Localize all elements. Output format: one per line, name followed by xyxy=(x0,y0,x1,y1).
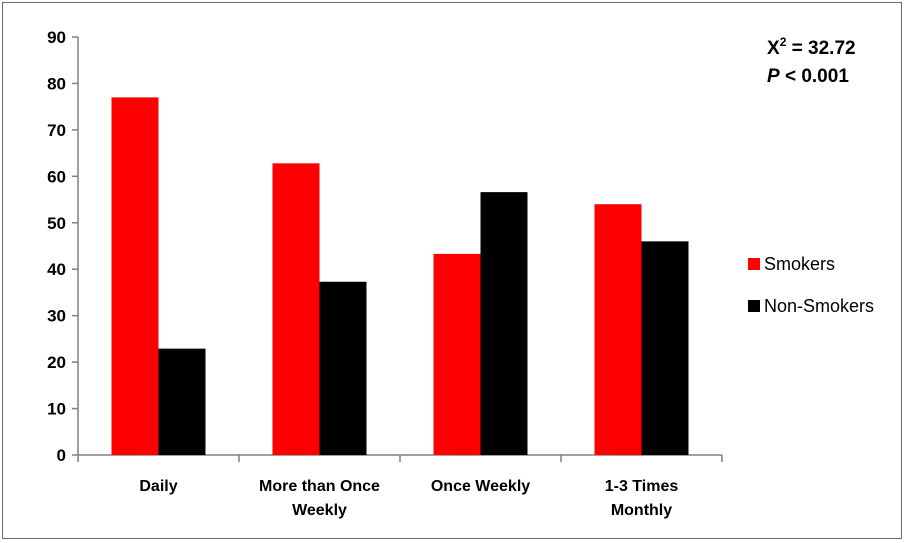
y-tick-label: 0 xyxy=(57,446,66,465)
p-value-annotation: P < 0.001 xyxy=(767,66,849,87)
y-tick-label: 10 xyxy=(47,400,66,419)
bar-smokers-1 xyxy=(272,163,320,455)
x-category-label: 1-3 Times xyxy=(605,478,679,495)
y-tick-label: 30 xyxy=(47,307,66,326)
y-tick-label: 50 xyxy=(47,214,66,233)
legend-swatch xyxy=(748,258,760,270)
bar-smokers-2 xyxy=(433,253,481,455)
chi-square-annotation: X2 = 32.72 xyxy=(767,35,856,59)
legend-swatch xyxy=(748,300,760,312)
x-category-label: Monthly xyxy=(611,502,672,519)
bar-non-smokers-1 xyxy=(319,281,367,455)
bar-smokers-3 xyxy=(594,204,642,455)
bar-non-smokers-2 xyxy=(480,192,528,455)
x-category-label: Once Weekly xyxy=(431,478,530,495)
bar-non-smokers-3 xyxy=(641,241,689,455)
y-tick-label: 20 xyxy=(47,353,66,372)
bar-non-smokers-0 xyxy=(158,348,206,455)
x-category-label: Weekly xyxy=(292,502,347,519)
legend-label: Non-Smokers xyxy=(764,296,874,316)
y-tick-label: 70 xyxy=(47,121,66,140)
legend: Smokers Non-Smokers xyxy=(748,254,874,316)
y-tick-label: 60 xyxy=(47,167,66,186)
bar-smokers-0 xyxy=(111,97,159,455)
legend-label: Smokers xyxy=(764,254,835,274)
y-tick-label: 40 xyxy=(47,260,66,279)
y-tick-label: 80 xyxy=(47,74,66,93)
x-category-label: More than Once xyxy=(259,478,380,495)
labels: 0 10 20 30 40 50 60 70 80 90 Daily More than Once We… xyxy=(47,28,678,519)
x-category-label: Daily xyxy=(139,478,177,495)
bars xyxy=(111,97,689,455)
y-tick-label: 90 xyxy=(47,28,66,47)
